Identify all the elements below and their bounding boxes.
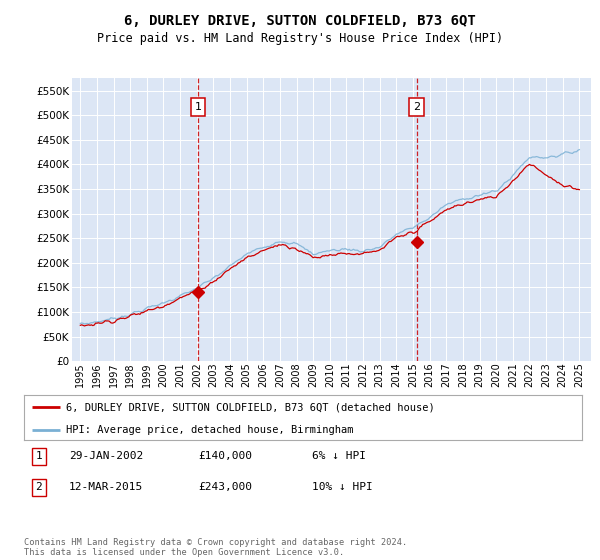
Text: 1: 1 bbox=[194, 102, 202, 111]
Text: HPI: Average price, detached house, Birmingham: HPI: Average price, detached house, Birm… bbox=[66, 424, 353, 435]
Text: 6% ↓ HPI: 6% ↓ HPI bbox=[312, 451, 366, 461]
Text: 1: 1 bbox=[35, 451, 43, 461]
Text: £140,000: £140,000 bbox=[198, 451, 252, 461]
Text: Contains HM Land Registry data © Crown copyright and database right 2024.
This d: Contains HM Land Registry data © Crown c… bbox=[24, 538, 407, 557]
Text: 12-MAR-2015: 12-MAR-2015 bbox=[69, 482, 143, 492]
Text: Price paid vs. HM Land Registry's House Price Index (HPI): Price paid vs. HM Land Registry's House … bbox=[97, 32, 503, 45]
Text: 10% ↓ HPI: 10% ↓ HPI bbox=[312, 482, 373, 492]
Text: 2: 2 bbox=[35, 482, 43, 492]
Text: £243,000: £243,000 bbox=[198, 482, 252, 492]
Text: 2: 2 bbox=[413, 102, 420, 111]
Text: 29-JAN-2002: 29-JAN-2002 bbox=[69, 451, 143, 461]
Text: 6, DURLEY DRIVE, SUTTON COLDFIELD, B73 6QT (detached house): 6, DURLEY DRIVE, SUTTON COLDFIELD, B73 6… bbox=[66, 402, 434, 412]
Text: 6, DURLEY DRIVE, SUTTON COLDFIELD, B73 6QT: 6, DURLEY DRIVE, SUTTON COLDFIELD, B73 6… bbox=[124, 14, 476, 28]
